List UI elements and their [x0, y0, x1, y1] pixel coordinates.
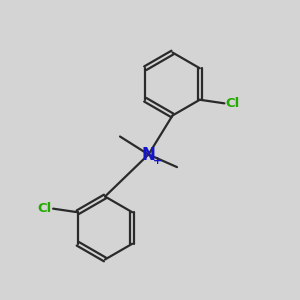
Text: Cl: Cl [226, 97, 240, 110]
Text: +: + [153, 156, 162, 166]
Text: Cl: Cl [38, 202, 52, 215]
Text: N: N [142, 146, 155, 164]
